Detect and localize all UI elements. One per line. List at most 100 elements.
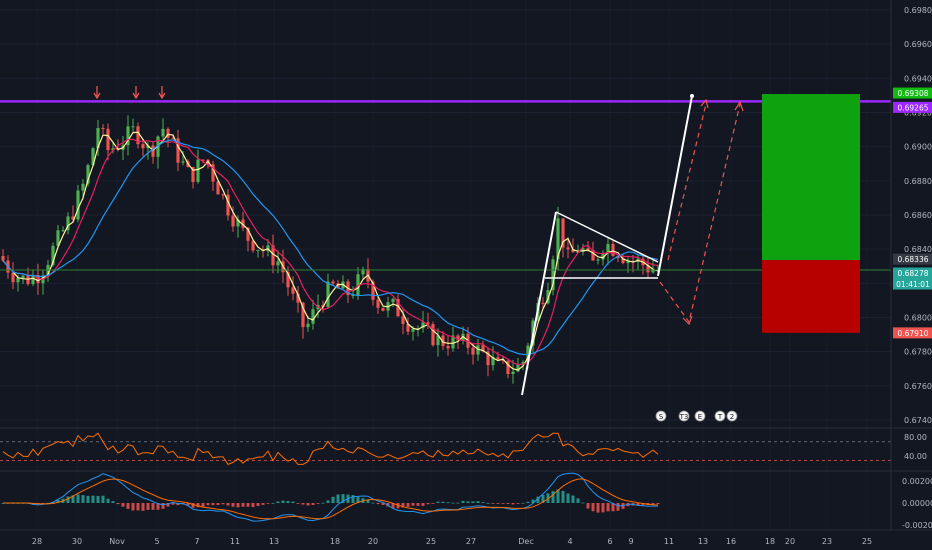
time-tick-label: 13 [698, 537, 708, 546]
time-tick-label: 18 [330, 537, 340, 546]
candle-body [326, 281, 330, 307]
candle-body [361, 269, 365, 275]
macd-histogram-bar [211, 503, 215, 506]
price-pane[interactable]: S T3 E T 2 [0, 86, 891, 422]
candle-body [296, 293, 300, 303]
macd-histogram-bar [496, 503, 500, 504]
candle-body [101, 127, 105, 129]
macd-histogram-bar [451, 502, 455, 504]
event-markers[interactable]: S T3 E T 2 [655, 410, 738, 422]
risk-reward-zones[interactable] [762, 94, 860, 333]
candle-body [276, 261, 280, 266]
candle-body [586, 248, 590, 251]
macd-histogram-bar [516, 503, 520, 504]
price-tag-box [893, 87, 932, 99]
macd-histogram-bar [286, 500, 290, 503]
candle-body [351, 294, 355, 296]
candle-body [226, 194, 230, 216]
macd-histogram-bar [246, 503, 250, 507]
macd-pane[interactable]: 0.00200 0.00000 -0.00200 [1, 472, 932, 530]
macd-histogram-bar [216, 503, 220, 506]
macd-histogram-bar [266, 503, 270, 504]
price-tags: 0.69308 0.69265 0.68336 0.68278 01:41:01 0.67… [893, 87, 932, 339]
time-tick-label: 4 [567, 537, 572, 546]
ma-fast-line [2, 131, 659, 371]
macd-histogram-bar [411, 503, 415, 506]
projection-end-dot [690, 94, 694, 98]
candle-body [86, 165, 90, 184]
candle-body [426, 322, 430, 325]
candle-body [591, 250, 595, 261]
macd-histogram-bar [126, 503, 130, 509]
macd-histogram-bar [156, 503, 160, 510]
macd-histogram-bar [186, 503, 190, 506]
time-tick-label: Dec [518, 537, 533, 546]
candle-body [131, 126, 135, 128]
top-arrow-icon [158, 86, 166, 100]
macd-histogram-bar [146, 503, 150, 510]
macd-histogram-bar [401, 503, 405, 508]
candle-body [446, 346, 450, 349]
candle-body [606, 243, 610, 254]
candle-body [356, 274, 360, 295]
candle-body [71, 216, 75, 220]
price-tag-label: 0.67910 [897, 329, 928, 338]
macd-histogram-bar [231, 503, 235, 507]
macd-histogram-bar [581, 502, 585, 504]
candle-body [541, 302, 545, 304]
candle-body [76, 190, 80, 220]
time-tick-label: 28 [32, 537, 42, 546]
macd-histogram-bar [66, 496, 70, 503]
candle-body [166, 128, 170, 138]
candle-body [241, 219, 245, 228]
candle-body [556, 218, 560, 260]
macd-histogram-bar [406, 503, 410, 507]
macd-histogram-bar [256, 503, 260, 506]
drawings[interactable] [0, 86, 891, 396]
macd-histogram-bar [341, 494, 345, 503]
macd-histogram-bar [426, 503, 430, 505]
macd-histogram-bar [641, 503, 645, 506]
moving-averages [2, 131, 659, 371]
time-tick-label: 25 [862, 537, 872, 546]
macd-histogram-bar [566, 493, 570, 503]
macd-tick-label: 0.00000 [902, 499, 932, 508]
candle-body [411, 328, 415, 332]
macd-histogram-bar [81, 495, 85, 503]
time-tick-label: Nov [109, 537, 125, 546]
candle-body [521, 362, 525, 365]
macd-histogram-bar [481, 502, 485, 503]
macd-histogram-bar [596, 503, 600, 513]
candle-body [231, 215, 235, 227]
candle-body [391, 299, 395, 303]
macd-histogram-bar [141, 503, 145, 511]
macd-histogram-bar [296, 503, 300, 504]
candle-body [456, 335, 460, 341]
candle-body [611, 243, 615, 256]
time-axis[interactable]: 28 30 Nov 5 7 11 13 18 20 25 27 Dec 4 6 9 11 13 16 18 20 23 2… [32, 537, 872, 546]
time-tick-label: 13 [269, 537, 279, 546]
candle-body [476, 345, 480, 355]
rsi-pane[interactable]: 80.00 40.00 [0, 432, 927, 466]
candle-body [596, 259, 600, 261]
candle-body [566, 247, 570, 250]
time-tick-label: 20 [785, 537, 795, 546]
macd-histogram-bar [576, 498, 580, 503]
candle-body [601, 253, 605, 260]
candle-body [111, 148, 115, 151]
candle-body [571, 249, 575, 253]
macd-histogram-bar [416, 503, 420, 506]
top-arrow-icon [132, 86, 140, 100]
candle-body [106, 128, 110, 151]
macd-histogram-bar [91, 495, 95, 503]
candle-body [626, 261, 630, 264]
macd-histogram-bar [96, 495, 100, 503]
macd-histogram-bar [221, 503, 225, 505]
macd-tick-label: 0.00200 [902, 477, 932, 486]
scenario-arrow-2a [682, 315, 693, 326]
time-tick-label: 6 [607, 537, 612, 546]
candle-body [301, 302, 305, 328]
